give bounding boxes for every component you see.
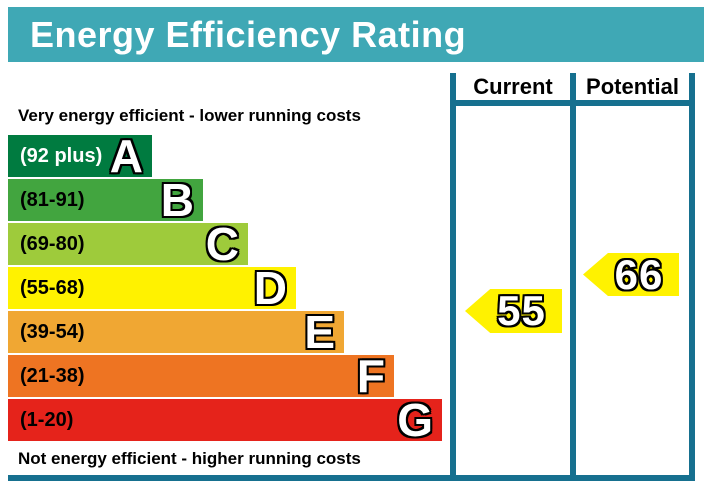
band-c: (69-80) C [8, 218, 248, 270]
band-d: (55-68) D [8, 262, 296, 314]
band-g: (1-20) G [8, 394, 442, 446]
potential-column-header: Potential [586, 74, 679, 99]
band-f-range-label: (21-38) [20, 365, 85, 387]
band-d-letter: D [253, 262, 287, 314]
band-b: (81-91) B [8, 174, 203, 226]
title-bar: Energy Efficiency Rating [8, 7, 704, 62]
current-column-header: Current [473, 74, 553, 99]
page-title: Energy Efficiency Rating [30, 13, 467, 55]
current-rating-arrow: 55 [465, 289, 562, 333]
band-a: (92 plus) A [8, 130, 152, 182]
frame-line-middle [570, 73, 576, 481]
band-e: (39-54) E [8, 306, 344, 358]
band-b-letter: B [160, 174, 194, 226]
band-g-letter: G [397, 394, 433, 446]
frame-line-header [450, 100, 695, 106]
potential-rating-arrow: 66 [583, 253, 679, 296]
frame-line-bottom [8, 475, 695, 481]
current-rating-value: 55 [497, 287, 546, 334]
band-b-range-label: (81-91) [20, 189, 85, 211]
bottom-caption: Not energy efficient - higher running co… [18, 449, 361, 468]
potential-rating-value: 66 [614, 250, 664, 298]
frame-line-right [689, 73, 695, 481]
band-e-range-label: (39-54) [20, 321, 85, 343]
band-e-letter: E [304, 306, 335, 358]
band-f: (21-38) F [8, 350, 394, 402]
band-c-letter: C [205, 218, 239, 270]
frame-line-left [450, 73, 456, 481]
band-c-range-label: (69-80) [20, 233, 85, 255]
band-a-letter: A [109, 130, 143, 182]
band-g-range-label: (1-20) [20, 409, 74, 431]
band-a-range-label: (92 plus) [20, 145, 103, 167]
band-f-letter: F [356, 350, 385, 402]
top-caption: Very energy efficient - lower running co… [18, 106, 361, 125]
band-d-range-label: (55-68) [20, 277, 85, 299]
